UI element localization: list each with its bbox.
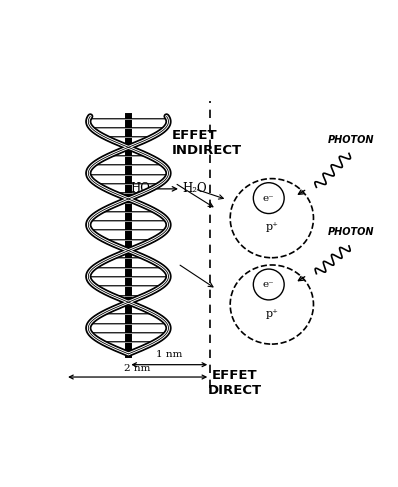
Text: 2 nm: 2 nm [125,364,151,374]
Text: H₂O: H₂O [182,182,207,195]
Text: 1 nm: 1 nm [156,350,182,359]
Text: p⁺: p⁺ [265,309,278,319]
Text: PHOTON: PHOTON [327,227,374,237]
Text: EFFET
DIRECT: EFFET DIRECT [208,369,262,397]
Text: HO.: HO. [130,182,153,195]
Text: e⁻: e⁻ [263,280,275,289]
Text: EFFET
INDIRECT: EFFET INDIRECT [172,129,242,157]
Text: PHOTON: PHOTON [327,134,374,145]
Text: p⁺: p⁺ [265,223,278,232]
Text: e⁻: e⁻ [263,194,275,203]
